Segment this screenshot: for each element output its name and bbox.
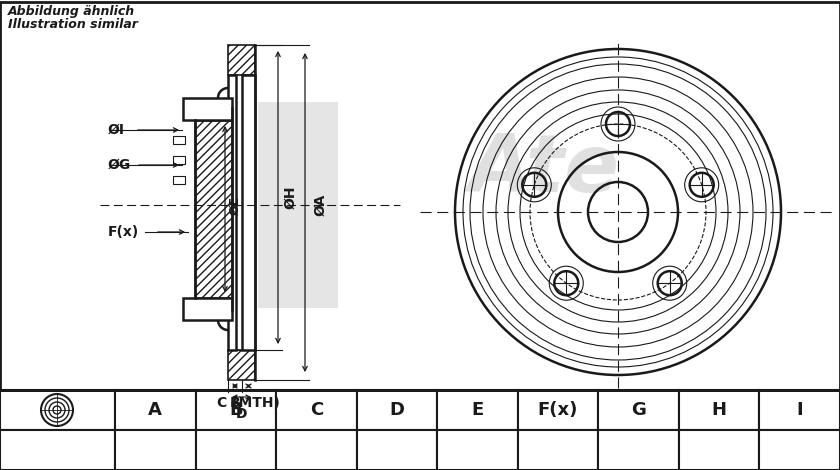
Bar <box>173 176 185 184</box>
Bar <box>258 102 338 308</box>
Bar <box>276 390 357 430</box>
Bar <box>228 75 236 350</box>
Bar <box>196 430 276 470</box>
Text: B: B <box>229 396 240 410</box>
Bar <box>759 430 840 470</box>
Bar <box>173 156 185 164</box>
Bar <box>438 430 517 470</box>
Text: D: D <box>390 401 404 419</box>
Bar <box>0 430 115 470</box>
Text: ØE: ØE <box>228 196 241 215</box>
Bar <box>0 0 840 402</box>
Bar <box>115 430 196 470</box>
Bar <box>183 298 232 320</box>
Bar <box>679 390 759 430</box>
Bar <box>438 390 517 430</box>
Bar <box>0 2 840 390</box>
Text: F(x): F(x) <box>108 225 139 239</box>
Bar <box>276 430 357 470</box>
Text: ØA: ØA <box>313 194 327 216</box>
Bar <box>183 98 232 120</box>
Bar <box>679 430 759 470</box>
Bar <box>0 390 115 430</box>
Bar <box>517 430 598 470</box>
Text: A: A <box>149 401 162 419</box>
Bar <box>115 390 196 430</box>
Text: ØG: ØG <box>108 158 131 172</box>
Bar <box>598 430 679 470</box>
Bar <box>195 120 232 298</box>
Bar <box>173 136 185 144</box>
Bar <box>196 390 276 430</box>
Text: I: I <box>796 401 803 419</box>
Text: F(x): F(x) <box>538 401 578 419</box>
Text: Ate: Ate <box>468 131 619 209</box>
Bar <box>242 75 255 350</box>
Bar <box>0 390 840 470</box>
Text: E: E <box>471 401 484 419</box>
Bar <box>598 390 679 430</box>
Text: D: D <box>236 407 247 421</box>
Text: ØH: ØH <box>283 186 297 209</box>
Text: ØI: ØI <box>108 123 125 137</box>
Text: Illustration similar: Illustration similar <box>8 18 138 31</box>
Text: C: C <box>310 401 323 419</box>
Bar <box>759 390 840 430</box>
Text: Abbildung ähnlich: Abbildung ähnlich <box>8 5 135 18</box>
Bar <box>357 430 438 470</box>
Text: H: H <box>711 401 727 419</box>
Bar <box>228 350 255 380</box>
Bar <box>228 45 255 75</box>
Text: G: G <box>631 401 646 419</box>
Bar <box>517 390 598 430</box>
Text: C (MTH): C (MTH) <box>217 396 280 410</box>
Bar <box>357 390 438 430</box>
Text: B: B <box>229 401 243 419</box>
